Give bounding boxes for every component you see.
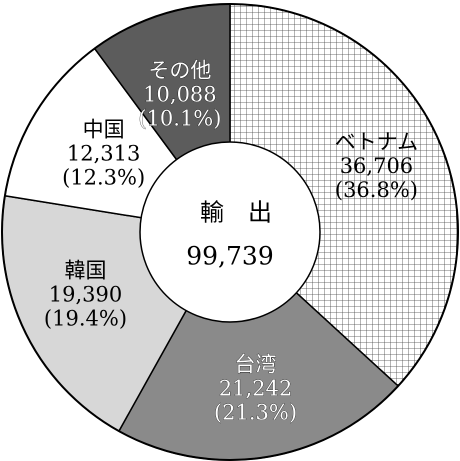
slice-value-label: 10,088	[143, 82, 216, 106]
slice-name-label: その他	[148, 58, 211, 82]
slice-name-label: 韓国	[64, 258, 106, 282]
center-value: 99,739	[186, 242, 273, 271]
slice-percent-label: (10.1%)	[138, 106, 221, 130]
slice-name-label: 台湾	[235, 352, 277, 376]
slice-value-label: 21,242	[219, 376, 292, 400]
slice-value-label: 19,390	[49, 282, 122, 306]
slice-name-label: 中国	[83, 117, 125, 141]
outer-ring	[1, 3, 459, 461]
slice-percent-label: (12.3%)	[62, 165, 145, 189]
slice-value-label: 36,706	[340, 154, 413, 178]
slice-percent-label: (36.8%)	[335, 178, 418, 202]
slice-percent-label: (21.3%)	[214, 400, 297, 424]
slice-value-label: 12,313	[67, 141, 140, 165]
center-hole	[139, 141, 321, 323]
slice-name-label: ベトナム	[335, 130, 418, 154]
center-title: 輸 出	[200, 199, 272, 227]
slice-percent-label: (19.4%)	[44, 306, 127, 330]
